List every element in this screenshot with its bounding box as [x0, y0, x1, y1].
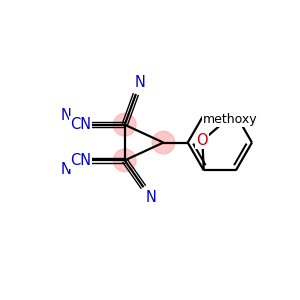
- Circle shape: [113, 113, 136, 136]
- Circle shape: [113, 149, 136, 172]
- Text: N: N: [145, 190, 156, 205]
- Text: N: N: [135, 75, 146, 90]
- Text: N: N: [61, 108, 72, 123]
- Text: O: O: [196, 133, 208, 148]
- Text: CN: CN: [70, 153, 91, 168]
- Text: N: N: [61, 162, 72, 177]
- Circle shape: [152, 131, 175, 154]
- Text: methoxy: methoxy: [203, 113, 258, 126]
- Text: CN: CN: [70, 117, 91, 132]
